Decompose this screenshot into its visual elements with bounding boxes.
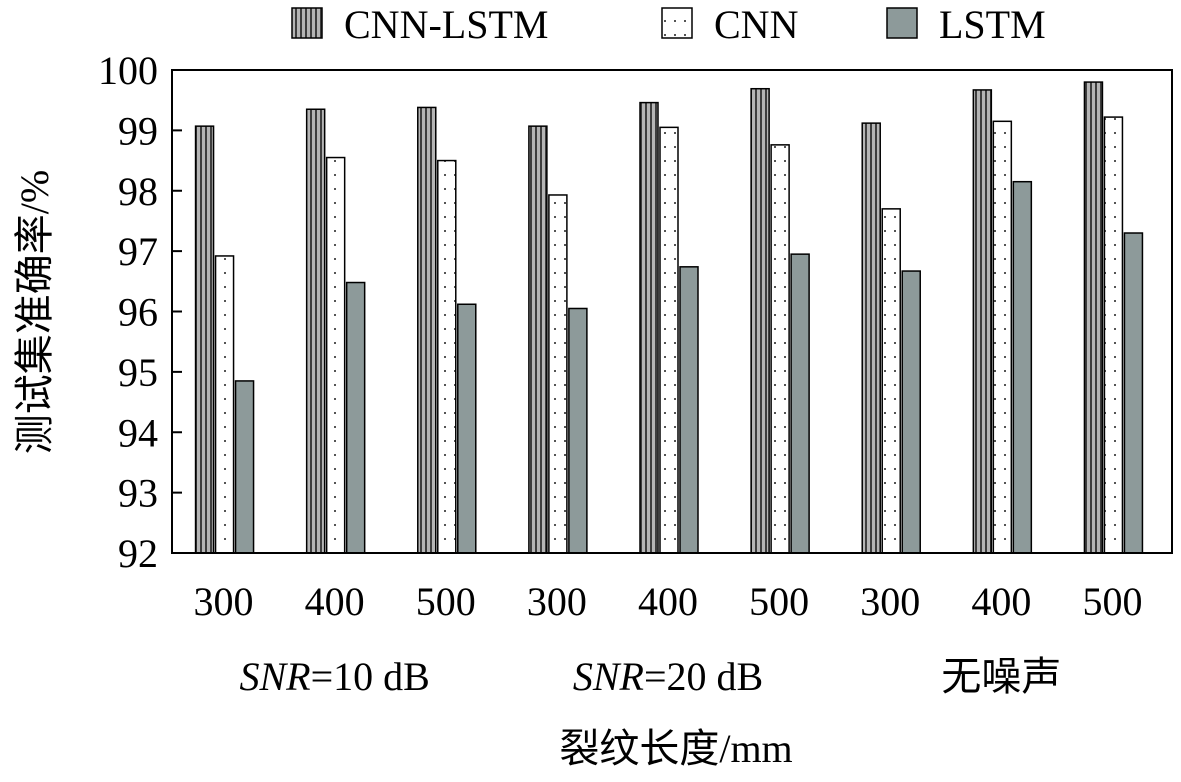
bar-cnn-0 xyxy=(214,255,235,554)
group-label: SNR=20 dB xyxy=(573,654,763,699)
group-label: 无噪声 xyxy=(941,654,1061,699)
legend-swatch-cnn xyxy=(661,7,693,39)
bar-cnn-lstm-6 xyxy=(861,122,881,554)
y-tick-label: 100 xyxy=(98,48,158,93)
y-axis-label: 测试集准确率/% xyxy=(12,170,57,454)
bar-lstm-6 xyxy=(901,270,921,554)
bar-cnn-lstm-2 xyxy=(417,106,437,554)
bar-cnn-3 xyxy=(548,194,568,554)
y-tick-label: 92 xyxy=(118,531,158,576)
bar-lstm-0 xyxy=(234,380,255,554)
bar-cnn-1 xyxy=(325,156,346,554)
bar-lstm-7 xyxy=(1012,180,1033,554)
bar-cnn-lstm-0 xyxy=(194,125,215,554)
bar-cnn-4 xyxy=(659,126,679,554)
x-tick-label: 300 xyxy=(527,579,587,624)
bar-cnn-lstm-4 xyxy=(639,101,659,554)
y-tick-label: 94 xyxy=(118,410,158,455)
bar-cnn-lstm-1 xyxy=(305,108,326,554)
x-tick-label: 400 xyxy=(971,579,1031,624)
legend-swatch-lstm xyxy=(886,7,918,39)
bar-cnn-6 xyxy=(881,208,901,554)
x-tick-label: 500 xyxy=(1082,579,1142,624)
bar-cnn-2 xyxy=(437,159,457,554)
y-tick-label: 96 xyxy=(118,290,158,335)
bar-cnn-7 xyxy=(992,120,1013,554)
bar-cnn-lstm-7 xyxy=(972,89,993,554)
x-tick-label: 400 xyxy=(638,579,698,624)
legend: CNN-LSTM CNN LSTM xyxy=(291,2,1046,47)
x-axis-label: 裂纹长度/mm xyxy=(559,726,792,771)
y-tick-label: 97 xyxy=(118,229,158,274)
legend-swatch-cnn-lstm xyxy=(291,7,323,39)
legend-label-cnn: CNN xyxy=(714,2,798,47)
x-tick-label: 300 xyxy=(860,579,920,624)
bars xyxy=(194,81,1144,554)
legend-label-lstm: LSTM xyxy=(939,2,1046,47)
legend-label-cnn-lstm: CNN-LSTM xyxy=(344,2,548,47)
x-tick-label: 500 xyxy=(749,579,809,624)
bar-cnn-lstm-8 xyxy=(1083,81,1104,554)
labels: 92 93 94 95 96 97 98 99 100 300 400 500 300 400 500 300… xyxy=(12,48,1142,771)
bar-cnn-5 xyxy=(770,144,790,554)
y-tick-label: 95 xyxy=(118,350,158,395)
bar-lstm-3 xyxy=(568,307,588,554)
bar-cnn-lstm-3 xyxy=(528,125,548,554)
x-tick-label: 400 xyxy=(305,579,365,624)
bar-cnn-lstm-5 xyxy=(750,87,770,554)
bar-lstm-4 xyxy=(679,266,699,554)
x-tick-label: 500 xyxy=(416,579,476,624)
bar-cnn-8 xyxy=(1103,116,1124,554)
axes xyxy=(171,69,1173,554)
bar-lstm-1 xyxy=(345,281,366,554)
x-tick-label: 300 xyxy=(194,579,254,624)
bar-lstm-8 xyxy=(1123,232,1144,554)
group-label: SNR=10 dB xyxy=(239,654,429,699)
bar-lstm-2 xyxy=(457,303,477,554)
y-tick-label: 93 xyxy=(118,471,158,516)
y-tick-label: 98 xyxy=(118,169,158,214)
bar-lstm-5 xyxy=(790,253,810,554)
y-tick-label: 99 xyxy=(118,108,158,153)
